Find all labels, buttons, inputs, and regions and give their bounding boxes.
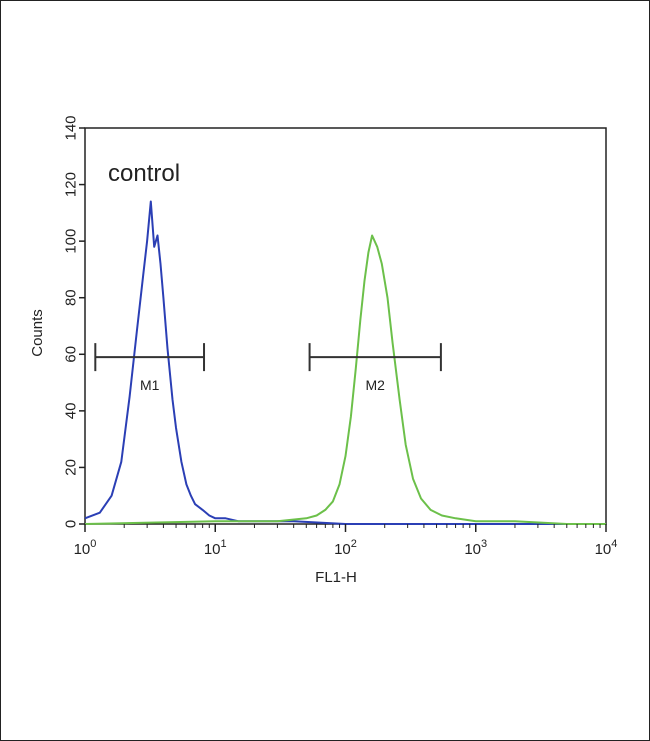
series-layer <box>84 200 606 525</box>
marker-layer: M1 M2 <box>94 343 442 393</box>
y-tick-label: 60 <box>62 346 79 363</box>
plot-area <box>84 127 607 525</box>
x-tick-label: 101 <box>204 538 227 558</box>
x-axis-title: FL1-H <box>315 569 357 586</box>
annotation-control: control <box>108 160 180 187</box>
y-tick-label: 0 <box>62 520 79 528</box>
y-tick-label: 140 <box>62 115 79 140</box>
x-tick-label: 102 <box>334 538 357 558</box>
x-axis: 100 101 102 103 104 <box>74 524 618 558</box>
y-tick-label: 120 <box>62 172 79 197</box>
y-axis-title: Counts <box>29 309 46 357</box>
marker-label-m2: M2 <box>366 377 386 393</box>
marker-label-m1: M1 <box>140 377 160 393</box>
x-tick-label: 100 <box>74 538 97 558</box>
y-tick-label: 20 <box>62 459 79 476</box>
y-tick-label: 40 <box>62 403 79 420</box>
x-tick-label: 103 <box>464 538 487 558</box>
y-tick-label: 100 <box>62 229 79 254</box>
y-axis: 0 20 40 60 80 100 120 140 <box>62 115 85 528</box>
x-tick-label: 104 <box>595 538 618 558</box>
y-tick-label: 80 <box>62 289 79 306</box>
series-line-2 <box>84 234 606 525</box>
